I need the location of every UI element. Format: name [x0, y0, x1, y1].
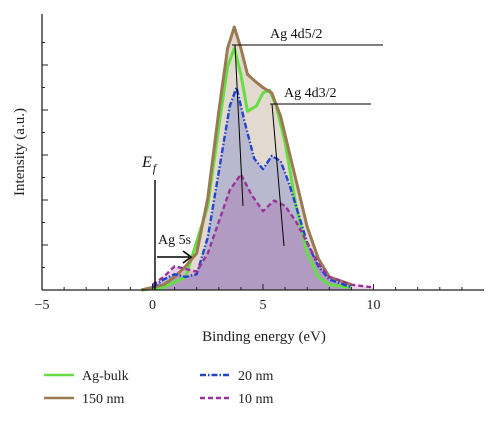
peak1-label: Ag 4d5/2: [270, 27, 323, 42]
legend-label-20-nm: 20 nm: [238, 369, 274, 384]
x-tick-label: 10: [367, 298, 381, 313]
series-line-150-nm: [141, 25, 352, 292]
series-area-10-nm: [152, 174, 374, 290]
legend-label-ag-bulk: Ag-bulk: [82, 369, 129, 384]
x-tick-label: −5: [35, 298, 50, 313]
ag5s-arrow-head: [182, 250, 193, 264]
x-tick-label: 0: [149, 298, 156, 313]
tick-labels: −5 0 5 10: [35, 298, 381, 313]
peak1-leader-vertical: [234, 44, 244, 207]
series-area-20-nm: [152, 87, 352, 290]
ticks: [41, 42, 463, 291]
y-axis-title: Intensity (a.u.): [12, 108, 28, 196]
x-tick-label: 5: [260, 298, 267, 313]
x-axis-title: Binding energy (eV): [202, 329, 326, 345]
ag5s-label: Ag 5s: [158, 233, 191, 248]
legend-label-10-nm: 10 nm: [238, 392, 274, 407]
legend-label-150-nm: 150 nm: [82, 392, 125, 407]
fermi-level-label: Ef: [141, 154, 158, 175]
plot-area: [141, 25, 374, 292]
peak2-label: Ag 4d3/2: [284, 86, 337, 101]
legend: Ag-bulk 150 nm 20 nm 10 nm: [44, 369, 274, 407]
peak2-leader-vertical: [271, 103, 285, 247]
series-line-ag-bulk: [141, 46, 352, 292]
fermi-e: E: [141, 154, 152, 171]
series-line-10-nm: [151, 173, 374, 289]
fermi-sub: f: [153, 161, 158, 175]
